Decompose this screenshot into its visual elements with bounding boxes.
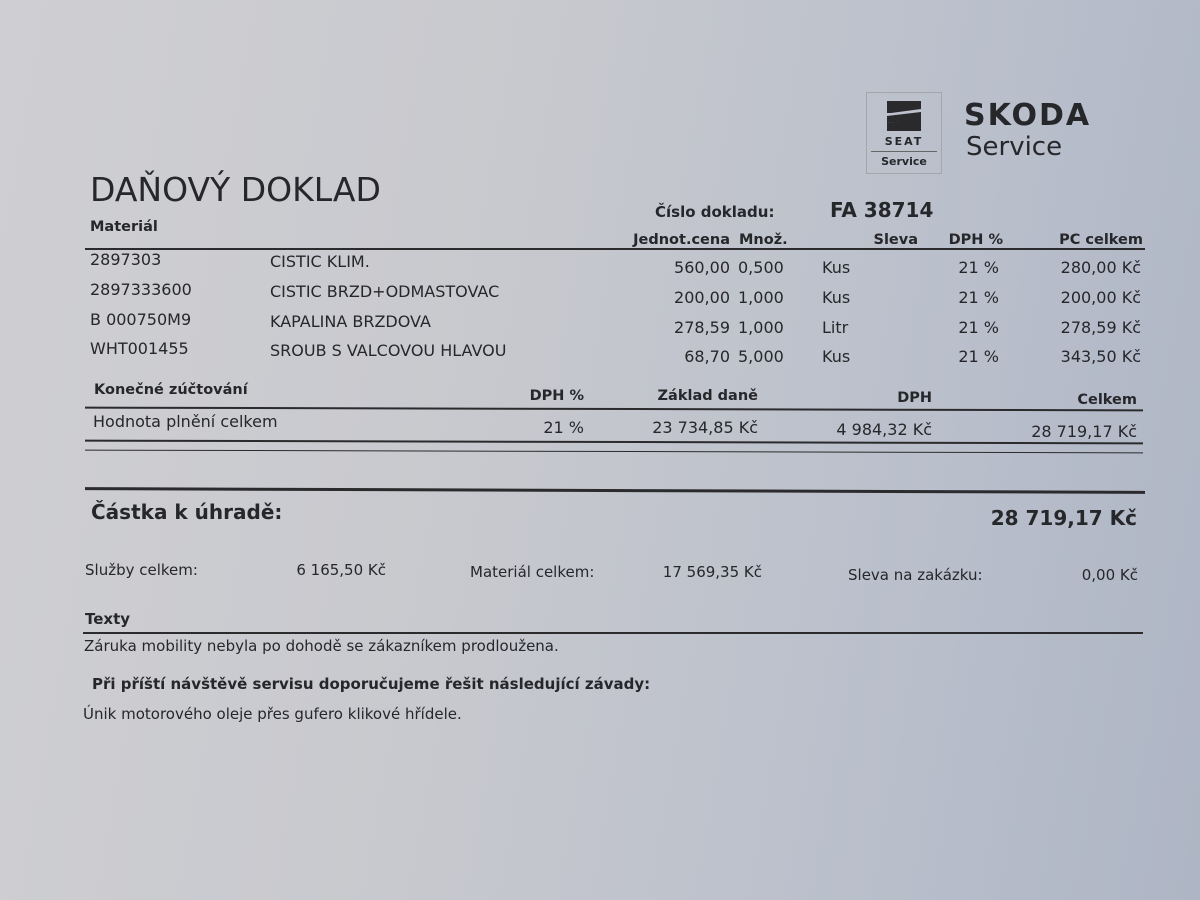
item-unit-price: 68,70 xyxy=(684,347,730,366)
material-total-value: 17 569,35 Kč xyxy=(662,563,762,581)
item-unit-price: 560,00 xyxy=(674,258,730,277)
settlement-row-vat: 21 % xyxy=(543,418,584,437)
settlement-col-total: Celkem xyxy=(1077,392,1137,408)
item-unit: Kus xyxy=(822,288,851,307)
item-description: CISTIC KLIM. xyxy=(270,252,370,271)
seat-logo-text: SEAT xyxy=(884,135,924,148)
divider xyxy=(83,632,1143,634)
seat-service-text: Service xyxy=(881,155,927,168)
item-quantity: 5,000 xyxy=(738,347,784,366)
item-code: 2897303 xyxy=(90,250,162,269)
divider xyxy=(84,487,1146,494)
settlement-row-base: 23 734,85 Kč xyxy=(652,418,758,437)
page-title: DAŇOVÝ DOKLAD xyxy=(90,170,381,209)
services-label: Služby celkem: xyxy=(85,561,198,579)
skoda-logo-text: SKODA xyxy=(964,98,1092,133)
order-discount-value: 0,00 Kč xyxy=(1081,566,1138,584)
payment-value: 28 719,17 Kč xyxy=(990,506,1137,530)
item-description: CISTIC BRZD+ODMASTOVAC xyxy=(270,282,500,301)
mobility-note: Záruka mobility nebyla po dohodě se záka… xyxy=(84,637,559,655)
settlement-row-total: 28 719,17 Kč xyxy=(1031,422,1137,441)
item-code: 2897333600 xyxy=(90,280,192,299)
col-vat: DPH % xyxy=(948,232,1003,248)
doc-number-value: FA 38714 xyxy=(830,198,934,222)
doc-number-label: Číslo dokladu: xyxy=(655,203,775,221)
col-unit-price: Jednot.cena xyxy=(633,232,730,248)
item-vat: 21 % xyxy=(958,258,999,277)
settlement-col-base: Základ daně xyxy=(657,388,758,404)
divider xyxy=(84,406,1144,412)
seat-service-logo: SEAT Service xyxy=(866,92,942,174)
recommendation-item: Únik motorového oleje přes gufero klikov… xyxy=(83,705,462,723)
seat-s-icon xyxy=(887,101,921,131)
item-quantity: 1,000 xyxy=(738,288,784,307)
item-total: 200,00 Kč xyxy=(1060,288,1141,307)
material-total-label: Materiál celkem: xyxy=(470,563,595,581)
item-quantity: 1,000 xyxy=(738,318,784,337)
item-vat: 21 % xyxy=(958,318,999,337)
item-unit: Litr xyxy=(822,318,849,337)
item-unit: Kus xyxy=(822,347,851,366)
item-vat: 21 % xyxy=(958,288,999,307)
col-quantity: Množ. xyxy=(739,232,788,248)
payment-label: Částka k úhradě: xyxy=(91,500,283,524)
settlement-row-vat-amount: 4 984,32 Kč xyxy=(836,420,932,439)
item-total: 343,50 Kč xyxy=(1060,347,1141,366)
recommendation-heading: Při příští návštěvě servisu doporučujeme… xyxy=(92,675,651,693)
item-unit-price: 278,59 xyxy=(674,318,730,337)
item-unit-price: 200,00 xyxy=(674,288,730,307)
skoda-service-text: Service xyxy=(966,132,1063,162)
item-description: SROUB S VALCOVOU HLAVOU xyxy=(270,341,507,360)
services-value: 6 165,50 Kč xyxy=(296,561,386,579)
divider xyxy=(85,248,1145,250)
col-discount: Sleva xyxy=(873,232,918,248)
item-total: 280,00 Kč xyxy=(1060,258,1141,277)
item-description: KAPALINA BRZDOVA xyxy=(270,312,431,331)
col-total: PC celkem xyxy=(1059,232,1143,248)
settlement-title: Konečné zúčtování xyxy=(94,382,248,398)
order-discount-label: Sleva na zakázku: xyxy=(848,566,983,584)
item-vat: 21 % xyxy=(958,347,999,366)
settlement-col-vat: DPH % xyxy=(529,388,584,404)
item-quantity: 0,500 xyxy=(738,258,784,277)
settlement-row-label: Hodnota plnění celkem xyxy=(93,412,278,431)
settlement-col-vat-amount: DPH xyxy=(897,390,932,406)
item-total: 278,59 Kč xyxy=(1060,318,1141,337)
item-code: B 000750M9 xyxy=(90,310,192,329)
item-unit: Kus xyxy=(822,258,851,277)
texts-heading: Texty xyxy=(85,610,131,628)
col-material: Materiál xyxy=(90,219,158,235)
item-code: WHT001455 xyxy=(90,339,189,358)
divider xyxy=(85,449,1143,454)
